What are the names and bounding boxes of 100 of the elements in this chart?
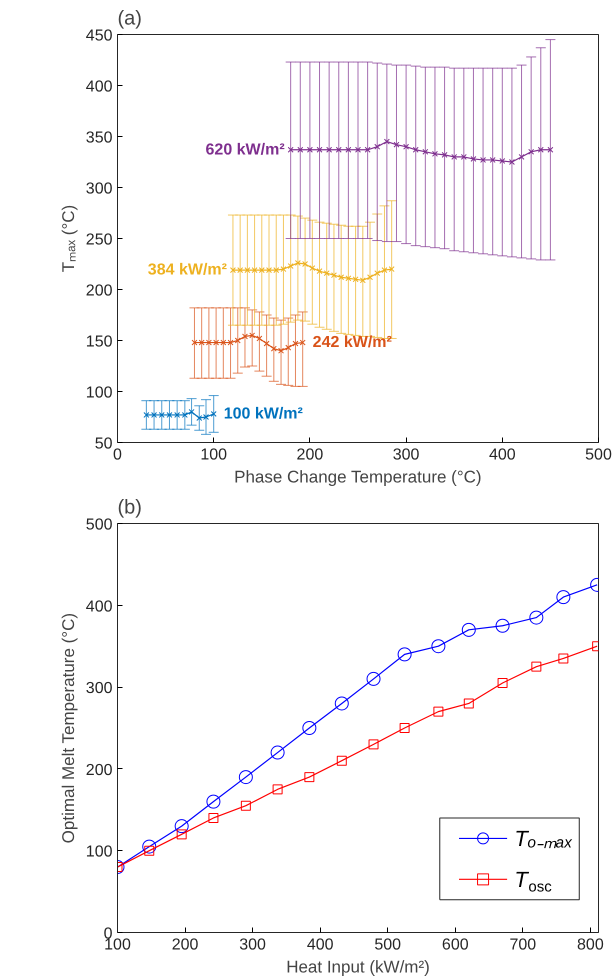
x-tick-label: 200 — [172, 936, 199, 954]
point — [518, 154, 525, 160]
point — [462, 622, 476, 637]
point — [538, 146, 544, 153]
y-tick-label: 450 — [86, 28, 113, 44]
x-tick-label: 200 — [296, 446, 324, 464]
y-axis-title: Optimal Melt Temperature (°C) — [58, 612, 78, 844]
y-tick-label: 300 — [86, 680, 113, 698]
point — [256, 335, 262, 342]
point — [558, 653, 568, 664]
point — [470, 156, 476, 162]
point — [490, 156, 496, 163]
point — [316, 146, 322, 153]
point — [278, 348, 284, 354]
y-tick-label: 350 — [86, 130, 113, 146]
point — [264, 340, 270, 347]
point — [345, 146, 352, 153]
x-tick-label: 800 — [577, 936, 604, 954]
point — [499, 158, 506, 164]
point — [188, 408, 195, 415]
point — [464, 698, 474, 708]
point — [285, 344, 292, 351]
x-tick-label: 600 — [442, 936, 469, 954]
series-label: 242 kW/m² — [312, 334, 392, 352]
point — [306, 146, 313, 153]
point — [374, 144, 380, 150]
y-tick-label: 100 — [86, 384, 113, 402]
y-tick-label: 150 — [86, 334, 113, 350]
point — [142, 840, 156, 854]
point — [431, 639, 446, 654]
point — [364, 146, 371, 153]
chart-title: (a) — [118, 8, 142, 30]
y-tick-label: 250 — [86, 232, 113, 248]
point — [496, 618, 510, 633]
point — [400, 723, 410, 733]
x-tick-label: 400 — [488, 446, 516, 464]
point — [302, 721, 316, 735]
x-tick-label: 700 — [509, 936, 536, 954]
series-label: 384 kW/m² — [148, 262, 227, 279]
point — [297, 146, 304, 153]
y-tick-label: 100 — [86, 844, 113, 861]
point — [433, 706, 444, 717]
point — [508, 159, 515, 165]
point — [334, 696, 349, 710]
point — [529, 610, 544, 625]
x-tick-label: 300 — [239, 936, 266, 954]
point — [366, 672, 381, 686]
point — [174, 819, 189, 834]
series-label: 620 kW/m² — [206, 141, 285, 158]
point — [432, 150, 438, 157]
point — [336, 146, 342, 153]
point — [210, 410, 217, 417]
point — [528, 148, 534, 155]
point — [367, 274, 373, 280]
y-tick-label: 500 — [86, 516, 113, 534]
point — [208, 812, 218, 823]
point — [498, 678, 508, 688]
point — [460, 154, 467, 160]
point — [547, 146, 554, 153]
point — [326, 146, 332, 153]
point — [309, 265, 316, 272]
point — [272, 784, 283, 794]
x-tick-label: 300 — [392, 446, 420, 464]
legend-label: Tₒ₋ₘₐₓ — [514, 826, 573, 851]
x-tick-label: 100 — [200, 446, 228, 464]
point — [270, 746, 285, 760]
y-tick-label: 50 — [94, 436, 113, 452]
point — [336, 756, 347, 766]
x-tick-label: 400 — [306, 936, 334, 954]
x-axis-title: Heat Input (kW/m²) — [286, 958, 430, 976]
y-tick-label: 400 — [86, 598, 113, 616]
point — [240, 800, 251, 811]
x-axis-title: Phase Change Temperature (°C) — [234, 468, 482, 486]
point — [394, 142, 400, 148]
y-tick-label: 400 — [86, 78, 113, 96]
point — [412, 146, 419, 153]
y-tick-label: 200 — [86, 282, 113, 300]
point — [316, 268, 322, 274]
point — [451, 154, 458, 160]
point — [206, 794, 220, 809]
point — [234, 338, 241, 344]
point — [270, 346, 277, 352]
point — [374, 270, 380, 276]
x-tick-label: 500 — [585, 446, 612, 464]
chart-title: (b) — [118, 496, 142, 518]
x-tick-label: 500 — [374, 936, 402, 954]
point — [304, 772, 314, 782]
point — [531, 662, 542, 672]
point — [330, 272, 337, 278]
point — [324, 270, 330, 276]
point — [355, 146, 361, 153]
y-axis-title: Tₘₐₓ (°C) — [58, 204, 78, 272]
y-tick-label: 200 — [86, 762, 113, 779]
series-label: 100 kW/m² — [224, 405, 303, 422]
point — [442, 152, 448, 158]
point — [368, 739, 379, 750]
point — [403, 144, 410, 150]
y-tick-label: 300 — [86, 180, 113, 198]
point — [288, 146, 294, 153]
point — [422, 148, 428, 155]
